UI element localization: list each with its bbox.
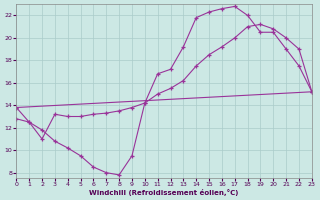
X-axis label: Windchill (Refroidissement éolien,°C): Windchill (Refroidissement éolien,°C) — [89, 189, 239, 196]
